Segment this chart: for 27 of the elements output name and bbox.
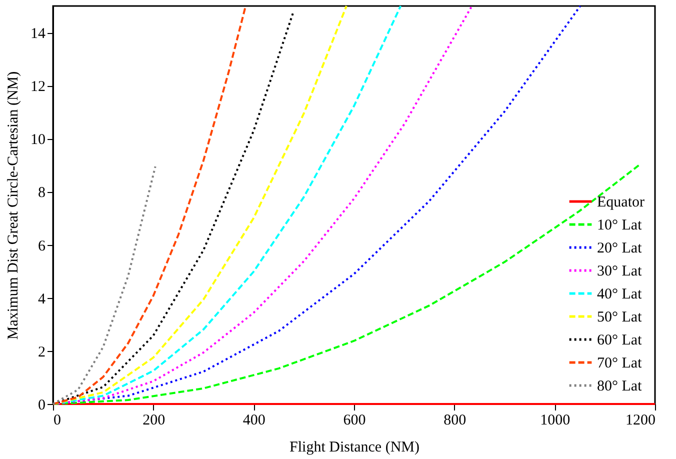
y-tick-label: 10 bbox=[30, 132, 46, 148]
line-series bbox=[52, 166, 156, 405]
y-axis-title: Maximum Dist Great Circle-Cartesian (NM) bbox=[6, 71, 22, 340]
legend-label: 10° Lat bbox=[597, 218, 643, 234]
legend-label: Equator bbox=[597, 194, 644, 210]
x-tick-label: 200 bbox=[142, 412, 166, 428]
y-tick-label: 0 bbox=[38, 398, 46, 414]
x-tick-label: 400 bbox=[242, 412, 266, 428]
y-tick-label: 12 bbox=[30, 79, 46, 96]
y-tick-label: 8 bbox=[38, 185, 46, 202]
legend-label: 70° Lat bbox=[597, 356, 643, 372]
x-tick-label: 0 bbox=[54, 412, 61, 428]
x-tick-label: 600 bbox=[343, 412, 366, 428]
legend-label: 50° Lat bbox=[597, 310, 643, 326]
x-tick-label: 1000 bbox=[540, 412, 570, 428]
legend-label: 30° Lat bbox=[597, 264, 643, 280]
y-tick-label: 4 bbox=[38, 291, 46, 308]
x-tick-label: 800 bbox=[444, 412, 466, 428]
legend-label: 40° Lat bbox=[597, 286, 643, 302]
x-tick-label: 1200 bbox=[626, 412, 656, 428]
legend-label: 80° Lat bbox=[597, 378, 643, 394]
y-tick-label: 2 bbox=[38, 344, 46, 360]
legend-label: 60° Lat bbox=[597, 332, 643, 348]
y-tick-label: 6 bbox=[38, 238, 46, 254]
x-axis-title: Flight Distance (NM) bbox=[290, 440, 420, 456]
legend-label: 20° Lat bbox=[597, 240, 643, 256]
y-tick-label: 14 bbox=[30, 26, 46, 42]
